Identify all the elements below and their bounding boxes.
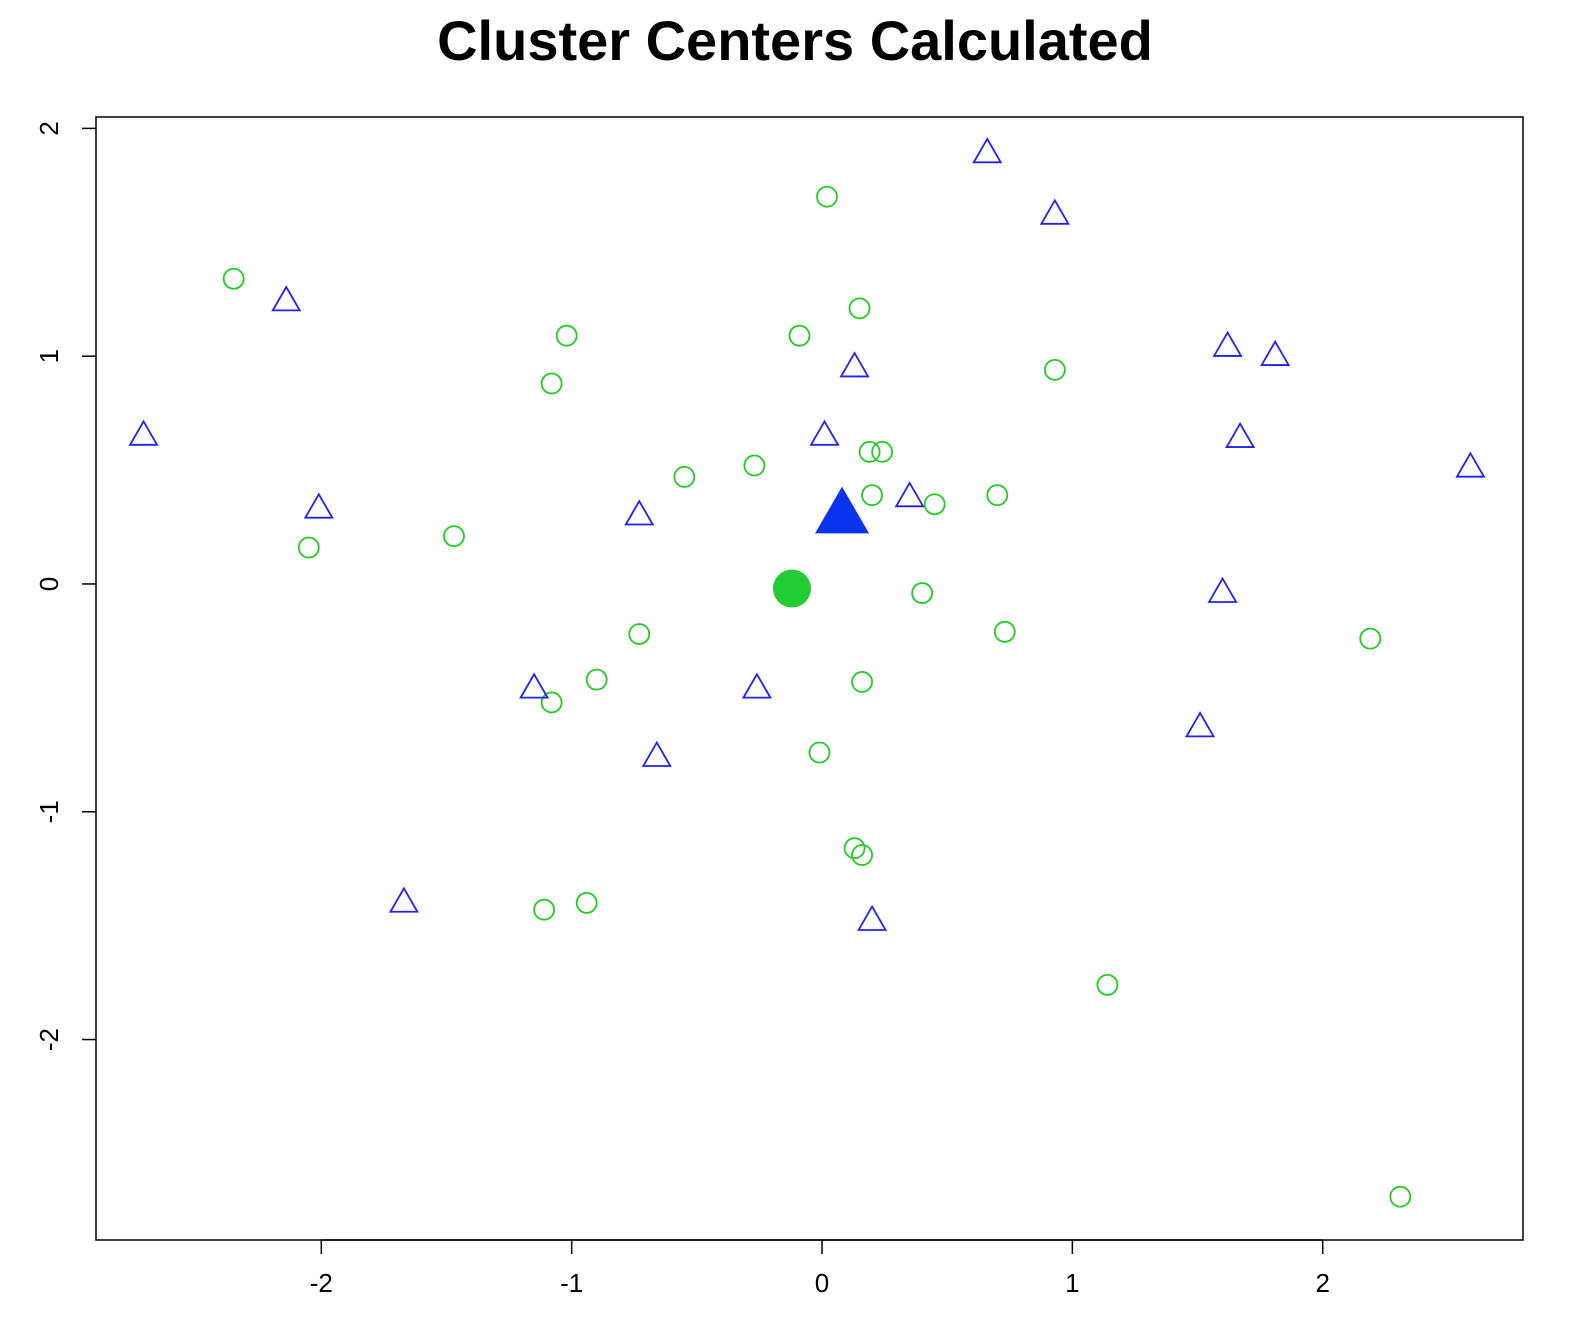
data-point-triangle (857, 904, 888, 931)
data-point-circle (871, 440, 894, 463)
data-point-circle (585, 668, 608, 691)
data-point-circle (923, 493, 946, 516)
data-point-circle (1096, 973, 1119, 996)
data-point-circle (993, 620, 1016, 643)
data-point-circle (297, 536, 320, 559)
data-point-triangle (128, 419, 159, 446)
data-point-circle (848, 297, 871, 320)
data-point-triangle (1039, 198, 1070, 225)
data-point-circle (808, 741, 831, 764)
data-point-triangle (972, 137, 1003, 164)
data-point-circle (540, 691, 563, 714)
data-point-triangle (519, 672, 550, 699)
data-point-circle (555, 324, 578, 347)
x-tick-label: 0 (815, 1268, 829, 1298)
data-point-circle (858, 440, 881, 463)
data-point-triangle (624, 499, 655, 526)
x-tick-label: -1 (560, 1268, 583, 1298)
data-point-circle (540, 372, 563, 395)
data-point-circle (843, 837, 866, 860)
data-point-circle (743, 454, 766, 477)
data-point-triangle (1212, 330, 1243, 357)
data-point-circle (222, 267, 245, 290)
data-point-triangle (1260, 339, 1291, 366)
data-point-triangle (1455, 451, 1486, 478)
data-point-circle (575, 891, 598, 914)
plot-frame (95, 116, 1524, 1241)
cluster-center-circle (772, 569, 811, 608)
data-point-circle (1389, 1185, 1412, 1208)
data-point-triangle (894, 481, 925, 508)
data-point-triangle (839, 351, 870, 378)
data-point-circle (851, 844, 873, 866)
y-tick-label: -2 (34, 1028, 64, 1051)
y-tick-label: 0 (34, 577, 64, 591)
x-tick-label: -2 (310, 1268, 333, 1298)
data-point-triangle (1184, 711, 1216, 738)
y-tick-label: 2 (34, 121, 64, 135)
data-point-circle (1359, 627, 1382, 650)
data-point-circle (673, 466, 696, 488)
data-point-triangle (303, 492, 334, 519)
data-point-triangle (1225, 421, 1256, 448)
data-point-triangle (1207, 576, 1238, 603)
data-point-circle (986, 484, 1009, 507)
data-point-circle (443, 525, 465, 548)
data-point-circle (861, 484, 883, 507)
data-point-circle (1043, 358, 1066, 381)
data-point-circle (533, 898, 556, 921)
data-point-triangle (741, 672, 772, 699)
data-point-triangle (641, 740, 672, 767)
data-point-triangle (809, 419, 840, 446)
data-point-circle (816, 185, 838, 208)
x-tick-label: 2 (1315, 1268, 1329, 1298)
chart-title: Cluster Centers Calculated (437, 9, 1153, 72)
data-point-circle (911, 582, 934, 604)
cluster-center-triangle (815, 486, 870, 534)
y-tick-label: -1 (34, 800, 64, 823)
data-point-triangle (388, 886, 419, 913)
data-point-triangle (271, 285, 302, 312)
x-tick-label: 1 (1065, 1268, 1079, 1298)
data-point-circle (788, 324, 811, 347)
data-point-circle (628, 623, 651, 645)
y-tick-label: 1 (34, 349, 64, 363)
data-point-circle (851, 671, 873, 693)
